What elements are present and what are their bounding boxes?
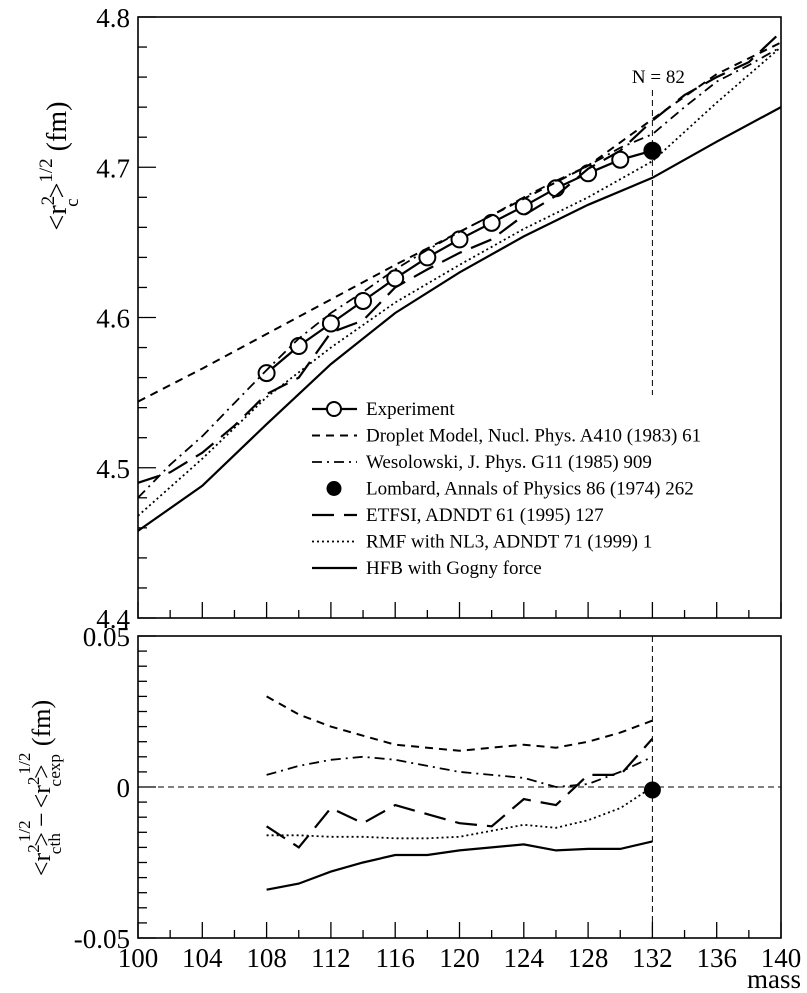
x-tick-label: 132 [632,943,673,973]
x-tick-label: 120 [439,943,480,973]
legend-label: Droplet Model, Nucl. Phys. A410 (1983) 6… [366,426,701,447]
top-panel: 4.4 4.5 4.6 4.7 4.8 N = 82 [96,3,782,634]
y-tick-label: 4.6 [96,304,130,334]
hfb-series-line [266,840,653,891]
x-tick-label: 140 [761,943,802,973]
x-axis-title: mass [747,964,801,993]
n82-annotation: N = 82 [632,67,685,88]
x-tick-label: 100 [118,943,159,973]
hfb-series-line [137,106,782,532]
legend-label: Lombard, Annals of Physics 86 (1974) 262 [366,479,694,500]
x-tick-label: 108 [246,943,287,973]
experiment-point [321,314,340,333]
lombard-point [643,781,661,799]
rmf-series-line [266,786,653,840]
plot-frame [137,16,782,619]
experiment-point [257,364,276,383]
experiment-point [289,337,308,356]
x-tick-label: 112 [311,943,351,973]
top-y-axis-title: <r2 c>1/2 (fm) [36,102,83,231]
experiment-point [418,248,437,267]
y-tick-label: 4.8 [96,3,130,33]
y-tick-label: 4.4 [96,604,130,634]
y-tick-label: 4.7 [96,153,130,183]
legend-swatch-marker [326,481,342,496]
etfsi-series-line [265,737,654,849]
bottom-y-axis-title: <r2 c>1/2 th−<r2 c>1/2 exp(fm) [15,700,65,876]
legend-label: ETFSI, ADNDT 61 (1995) 127 [366,505,604,526]
legend-label: RMF with NL3, ADNDT 71 (1999) 1 [366,532,652,553]
y-tick-label: -0.05 [74,924,130,954]
y-tick-label: 0 [117,773,131,803]
bottom-panel: -0.05 0 0.05 100 104 108 112 116 120 124 128 132 136… [74,622,802,973]
legend: Experiment Droplet Model, Nucl. Phys. A41… [312,399,701,579]
x-tick-label: 116 [375,943,415,973]
legend-label: Experiment [366,399,455,420]
rmf-series-line [137,46,782,517]
legend-label: HFB with Gogny force [366,558,542,579]
legend-label: Wesolowski, J. Phys. G11 (1985) 909 [366,452,652,473]
y-tick-label: 4.5 [96,454,130,484]
droplet-series-line [266,695,653,752]
x-tick-label: 136 [696,943,737,973]
wesolowski-series-line [266,755,653,788]
etfsi-series-line [137,31,782,484]
wesolowski-series-line [137,46,782,499]
x-tick-label: 128 [568,943,609,973]
x-tick-label: 124 [504,943,545,973]
svg-text:<r2c>1/2 (fm): <r2 c>1/2 (fm) [36,102,83,231]
legend-swatch-marker [326,401,342,417]
x-tick-label: 104 [182,943,223,973]
y-tick-label: 0.05 [83,622,130,652]
lombard-point [643,142,661,160]
experiment-point [354,291,373,310]
